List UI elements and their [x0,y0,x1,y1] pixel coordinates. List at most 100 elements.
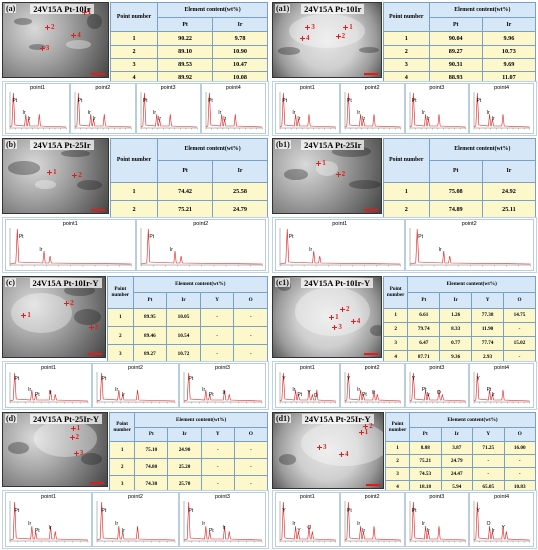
table-row: 2 75.21 24.79 [109,199,268,219]
point-crosshair [350,318,356,324]
point-marker: 4 [77,30,81,39]
peak-label: Pt [208,528,214,535]
point-number-header: Point number [383,138,430,183]
surface-feature [316,161,338,176]
spectrum-trace [344,92,401,128]
spectrum-plot [96,372,176,404]
value-cell: - [233,344,268,364]
value-cell: - [503,454,536,468]
eds-spectrum: point3 Pt Ir Ir [404,492,470,547]
surface-feature [348,179,381,189]
table-subheader-row: Pt Ir Y O [110,426,269,442]
point-crosshair [71,32,77,38]
value-cell: 79.74 [407,321,441,337]
peak-label: Ir [218,109,222,116]
point-marker: 2 [70,299,74,307]
spectrum-title: point1 [332,221,348,227]
spectra-strip: point1 Pt Ir Pt Ir point2 Pt Ir Ir point3 Pt Ir Pt Ir [2,361,269,410]
spectrum-title: point4 [494,365,510,371]
spectrum-plot [205,92,263,130]
eds-spectrum: point3 Pt Ir Ir [135,83,201,134]
eds-spectrum: point1 Y Ir Pt Y O [275,363,340,408]
table-row: 2 79.74 8.33 11.90- [382,321,536,337]
surface-feature [278,454,297,465]
panel-letter: (a) [5,4,17,13]
value-cell: 25.11 [481,199,537,219]
point-number-cell: 2 [385,454,410,468]
point-number-cell: 1 [385,441,410,455]
point-number-cell: 2 [108,458,136,476]
scale-bar [91,209,105,211]
spectrum-title: point2 [364,85,380,91]
eds-spectrum: point2 Pt Ir Ir [339,83,405,134]
value-cell: 24.79 [440,454,473,468]
table-row: 3 89.27 10.72- - [107,344,268,364]
panel-letter: (b) [5,140,17,149]
point-number-cell: 2 [109,44,159,59]
point-number-cell: 1 [107,307,134,327]
surface-feature [289,14,365,49]
table-row: 1 75.08 24.92 [383,181,537,201]
table-header-row: Point number Element content(wt%) [108,412,268,442]
figure-panel: (d1) 24V15A Pt-25Ir-Y 1 2 3 4 Point number Elem… [272,412,537,549]
spectrum-trace [474,92,531,128]
value-cell: 10.73 [481,44,537,59]
peak-label: O [436,389,441,396]
point-crosshair [332,325,338,330]
peak-label: Ir [426,116,430,123]
spectrum-plot [9,92,67,130]
peak-label: O [486,521,491,528]
value-cell: 25.58 [212,181,268,201]
point-crosshair [358,429,364,435]
point-number-cell: 2 [109,199,159,219]
point-number-cell: 3 [385,467,410,481]
value-cell: 10.47 [212,57,268,72]
point-number-header: Point number [383,1,430,33]
peak-label: Y [297,528,301,535]
panel-title: 24V15A Pt-25Ir-Y [301,414,374,424]
peak-label: Y [347,375,351,382]
eds-spectrum: point1 Pt Ir Pt Ir [5,363,92,408]
surface-feature [370,325,381,337]
panel-title: 24V15A Pt-10Ir-Y [301,278,374,288]
peak-label: Pt [421,386,427,393]
table-row: 1 6.61 1.26 77.38 14.75 [382,307,536,323]
surface-feature [87,14,102,29]
spectrum-title: point2 [364,494,380,500]
point-number-cell: 3 [107,344,134,364]
spectrum-plot [474,372,531,404]
spectrum-axes [140,228,262,266]
peak-label: Ir [169,246,173,253]
table-header-row: Point number Element content(wt%) [383,138,537,183]
point-number-cell: 2 [383,199,430,219]
spectrum-plot [140,92,197,130]
scale-bar [90,482,104,484]
spectrum-trace [409,228,531,265]
value-cell: 11.90 [471,321,505,337]
element-column-header: Pt [134,426,169,442]
element-column-header: Pt [409,426,442,442]
point-marker: 2 [75,432,80,441]
value-cell: 25.20 [167,458,202,476]
scale-bar [91,73,105,75]
element-column-header: Ir [481,159,537,183]
value-cell: 6.47 [407,335,441,351]
value-cell: - [503,321,536,337]
surface-feature [283,168,308,181]
value-cell: 74.80 [134,458,169,476]
peak-label: Ir [27,116,31,123]
spectrum-title: point3 [429,494,445,500]
spectrum-title: point1 [299,494,315,500]
table-row: 3 74.53 24.47- - [385,467,536,481]
peak-label: Pt [208,392,214,399]
spectrum-title: point1 [62,221,78,227]
scale-bar [364,209,378,211]
point-marker: 1 [364,427,369,436]
surface-feature [300,420,383,466]
spectrum-trace [9,228,132,265]
value-cell: - [233,325,268,346]
point-marker: 1 [322,159,326,168]
value-cell: 24.90 [167,441,202,459]
scale-bar [364,353,378,355]
